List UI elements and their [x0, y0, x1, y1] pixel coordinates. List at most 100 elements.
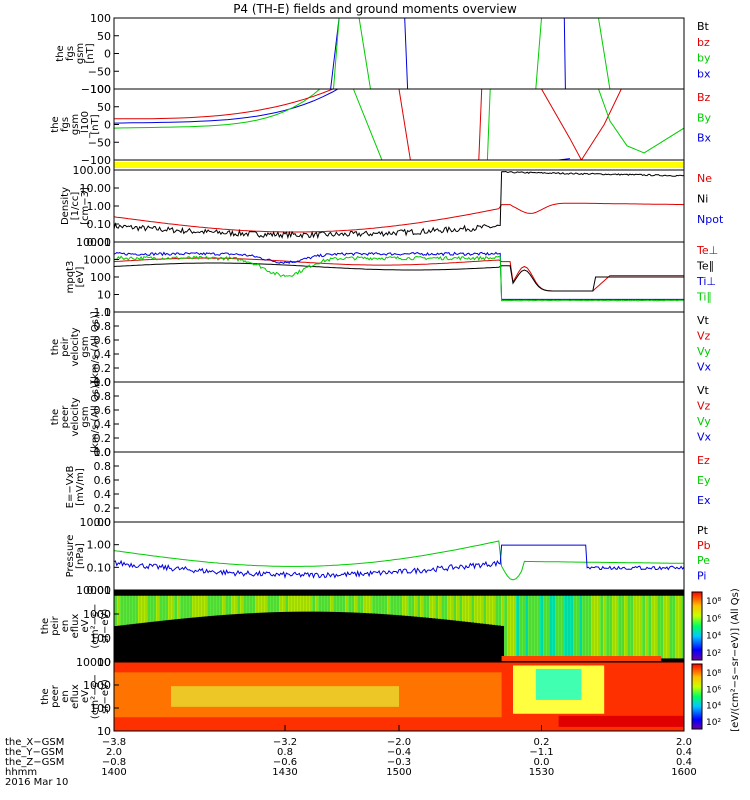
y-axis-label: fgs	[60, 117, 71, 132]
spectrogram-cell	[525, 595, 529, 659]
spectrogram-cell	[558, 595, 562, 659]
ti-par-line	[114, 255, 684, 302]
y-axis-label: eflux	[70, 614, 81, 639]
spectrogram-cell	[555, 595, 559, 659]
spectrogram-cell	[471, 595, 475, 623]
spectrogram-cell	[537, 595, 541, 659]
spectrogram-cell	[228, 595, 232, 615]
spectrogram-cell	[330, 595, 334, 612]
y-axis-label: Density	[60, 187, 71, 225]
y-tick-label: 0.0	[94, 446, 112, 459]
y-tick-label: −50	[88, 65, 111, 78]
colorbar-tick-label: 10⁸	[706, 597, 721, 607]
spectrogram-cell	[156, 595, 160, 622]
y-tick-label: −100	[81, 83, 111, 96]
spectrogram-cell	[585, 595, 589, 659]
y-axis-label: gsm	[75, 43, 86, 64]
y-axis-label: peir	[60, 336, 71, 356]
spectrogram-cell	[294, 595, 298, 612]
spectrogram-cell	[531, 595, 535, 659]
spectrogram-cell	[291, 595, 295, 612]
spectrogram-region	[171, 686, 399, 707]
y-tick-label: 0.10	[87, 218, 112, 231]
y-tick-label: 100	[90, 632, 111, 645]
spectrogram-cell	[165, 595, 169, 621]
spectrogram-cell	[501, 595, 505, 626]
spectrogram-cell	[171, 595, 175, 620]
y-axis-label: eflux	[70, 684, 81, 709]
y-tick-label: 0.8	[94, 390, 112, 403]
date-label: 2016 Mar 10	[5, 777, 68, 788]
colorbar-tick-label: 10²	[706, 718, 721, 728]
legend-entry: Bt	[697, 20, 710, 33]
y-tick-label: 1.00	[87, 200, 112, 213]
x-tick-label: 1400	[101, 767, 126, 778]
by-line	[535, 18, 542, 89]
spectrogram-cell	[507, 595, 511, 659]
spectrogram-cell	[576, 595, 580, 659]
y-axis-label: mpqt3	[65, 261, 76, 294]
spectrogram-cell	[351, 595, 355, 613]
x-tick-label: −0.4	[387, 747, 411, 758]
spectrogram-cell	[639, 595, 643, 659]
spectrogram-cell	[381, 595, 385, 615]
y-axis-label: sr−eV)	[100, 609, 111, 644]
spectrogram-cell	[237, 595, 241, 614]
y-tick-label: 100	[90, 702, 111, 715]
spectrogram-cell	[636, 595, 640, 659]
spectrogram-cell	[375, 595, 379, 614]
y-axis-label: peir	[50, 615, 61, 635]
ni-line	[114, 170, 684, 240]
legend-entry: Vx	[697, 361, 712, 374]
spectrogram-cell	[573, 595, 577, 659]
spectrogram-cell	[474, 595, 478, 623]
legend-entry: bz	[697, 36, 710, 49]
spectrogram-cell	[288, 595, 292, 612]
spectrogram-cell	[540, 595, 544, 659]
x-tick-label: 0.2	[534, 737, 550, 748]
spectrogram-cell	[258, 595, 262, 613]
spectrogram-cell	[207, 595, 211, 617]
spectrogram-cell	[357, 595, 361, 613]
spectrogram-cell	[543, 595, 547, 659]
spectrogram-cell	[432, 595, 436, 619]
spectrogram-cell	[420, 595, 424, 618]
spectrogram-cell	[657, 595, 661, 659]
spectrogram-cell	[318, 595, 322, 612]
spectrogram-cell	[273, 595, 277, 613]
y-tick-label: −100	[81, 154, 111, 167]
x-row-label: the_X−GSM	[5, 737, 64, 748]
y-axis-label: en	[60, 620, 71, 633]
spectrogram-cell	[168, 595, 172, 620]
spectrogram-cell	[666, 595, 670, 659]
legend-entry: bx	[697, 67, 711, 80]
spectrogram-cell	[492, 595, 496, 625]
y-axis-label: [nT]	[90, 114, 101, 134]
spectrogram-cell	[594, 595, 598, 659]
colorbar	[691, 591, 703, 661]
spectrogram-cell	[252, 595, 256, 614]
spectrogram-cell	[135, 595, 139, 624]
y-tick-label: 0	[104, 48, 111, 61]
y-axis-label: Pressure	[65, 535, 76, 578]
spectrogram-cell	[579, 595, 583, 659]
ti-perp-line	[114, 251, 684, 300]
spectrogram-cell	[123, 595, 127, 625]
by-line	[114, 89, 321, 129]
spectrogram-cell	[243, 595, 247, 614]
panel-frame	[113, 311, 685, 383]
panel-frame	[113, 521, 685, 591]
y-axis-label: the	[50, 339, 61, 355]
legend-entry: Te⊥	[696, 244, 718, 257]
spectrogram-cell	[285, 595, 289, 612]
y-axis-label: the	[40, 688, 51, 704]
y-axis-label: (cm²−s−	[90, 603, 101, 648]
spectrogram-cell	[630, 595, 634, 659]
spectrogram-cell	[570, 595, 574, 659]
x-tick-label: 1500	[386, 767, 411, 778]
x-tick-label: −1.1	[529, 747, 553, 758]
y-tick-label: 0.0	[94, 376, 112, 389]
bz-line	[114, 89, 335, 120]
x-tick-label: 2.0	[676, 737, 692, 748]
spectrogram-cell	[399, 595, 403, 616]
